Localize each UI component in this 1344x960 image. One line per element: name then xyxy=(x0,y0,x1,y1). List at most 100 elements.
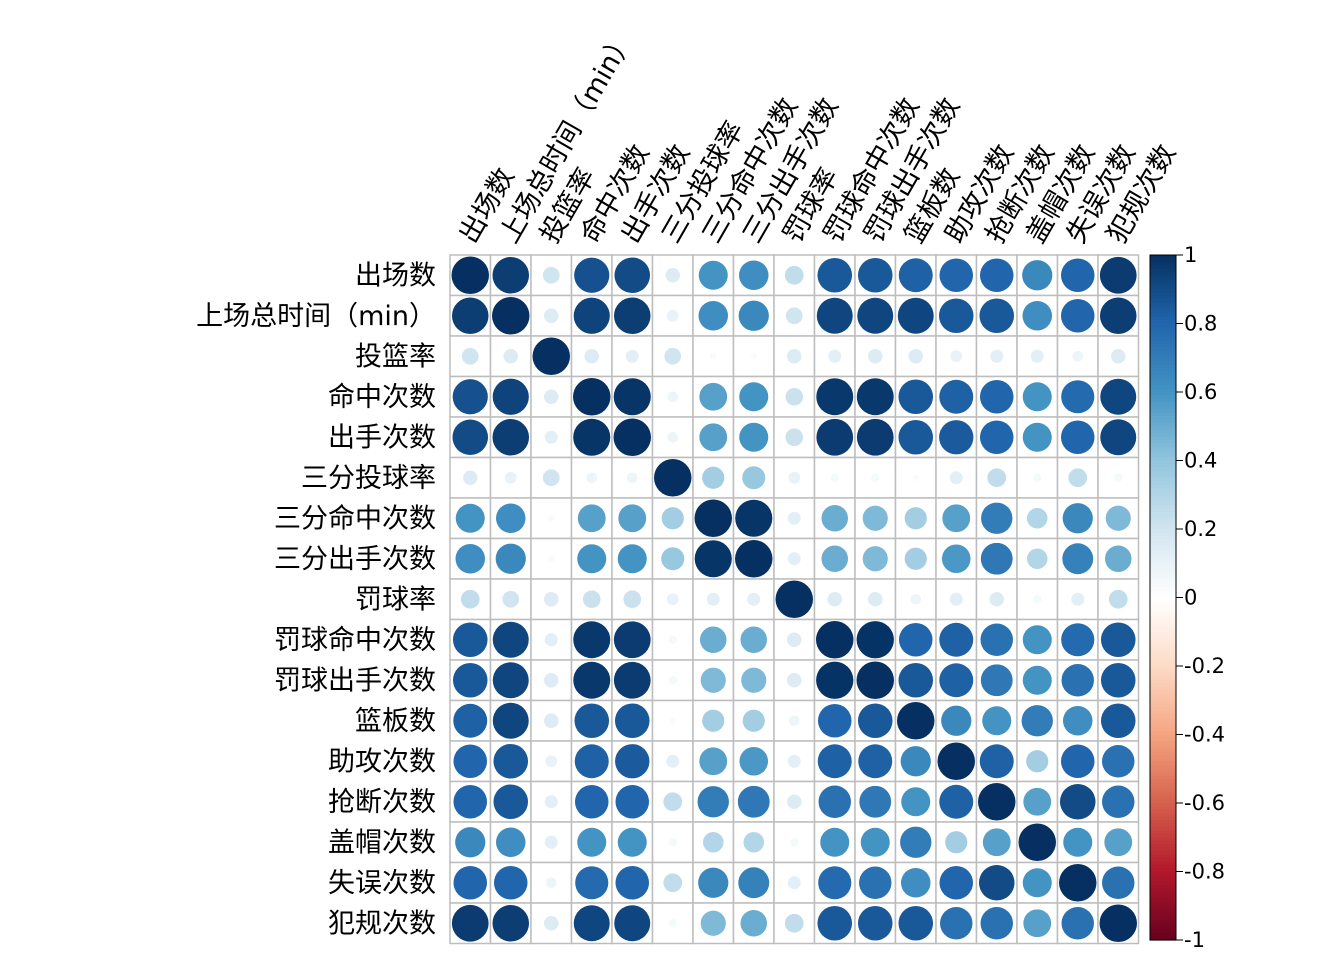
correlation-circle xyxy=(1033,473,1042,482)
correlation-circle xyxy=(856,621,894,659)
correlation-circle xyxy=(979,298,1015,334)
correlation-circle xyxy=(937,742,975,780)
correlation-circle xyxy=(502,590,520,608)
colorbar-segment xyxy=(1150,563,1176,568)
correlation-circle xyxy=(503,348,519,364)
colorbar-segment xyxy=(1150,686,1176,691)
colorbar-segment xyxy=(1150,662,1176,667)
row-label: 出场数 xyxy=(355,260,436,291)
correlation-circle xyxy=(1104,828,1133,857)
colorbar-segment xyxy=(1150,737,1176,742)
colorbar-segment xyxy=(1150,460,1176,465)
colorbar-segment xyxy=(1150,628,1176,633)
matrix-cell xyxy=(773,416,816,459)
colorbar-segment xyxy=(1150,823,1176,828)
row-label: 罚球出手次数 xyxy=(274,665,436,696)
colorbar-segment xyxy=(1150,707,1176,712)
correlation-circle xyxy=(786,794,802,810)
colorbar-segment xyxy=(1150,765,1176,770)
colorbar-segment xyxy=(1150,796,1176,801)
correlation-circle xyxy=(750,353,757,360)
correlation-circle xyxy=(1099,904,1137,942)
row-label: 助攻次数 xyxy=(328,746,436,777)
colorbar-segment xyxy=(1150,378,1176,383)
correlation-circle xyxy=(574,744,609,779)
colorbar-segment xyxy=(1150,436,1176,441)
colorbar-segment xyxy=(1150,306,1176,311)
correlation-circle xyxy=(492,702,529,739)
correlation-circle xyxy=(666,754,680,768)
colorbar-segment xyxy=(1150,888,1176,893)
correlation-circle xyxy=(667,431,679,443)
correlation-circle xyxy=(617,827,647,857)
correlation-circle xyxy=(613,378,651,416)
colorbar-segment xyxy=(1150,734,1176,739)
correlation-circle xyxy=(615,744,650,779)
colorbar-segment xyxy=(1150,409,1176,414)
correlation-circle xyxy=(817,257,853,293)
colorbar-segment xyxy=(1150,539,1176,544)
colorbar-segment xyxy=(1150,474,1176,479)
correlation-circle xyxy=(939,622,974,657)
colorbar-segment xyxy=(1150,433,1176,438)
correlation-circle xyxy=(900,867,931,898)
correlation-circle xyxy=(545,877,557,889)
correlation-circle xyxy=(738,867,770,899)
colorbar-segment xyxy=(1150,316,1176,321)
correlation-circle xyxy=(856,378,894,416)
correlation-circle xyxy=(857,703,893,739)
correlation-circle xyxy=(816,378,854,416)
colorbar-segment xyxy=(1150,487,1176,492)
correlation-circle xyxy=(939,379,974,414)
correlation-circle xyxy=(1060,420,1095,455)
colorbar-segment xyxy=(1150,669,1176,674)
correlation-circle xyxy=(1114,473,1123,482)
colorbar-segment xyxy=(1150,398,1176,403)
colorbar-segment xyxy=(1150,922,1176,927)
correlation-circle xyxy=(694,540,732,578)
colorbar-segment xyxy=(1150,368,1176,373)
correlation-circle xyxy=(495,503,526,534)
colorbar-segment xyxy=(1150,515,1176,520)
colorbar-segment xyxy=(1150,450,1176,455)
correlation-circle xyxy=(816,418,854,456)
row-label: 三分出手次数 xyxy=(274,544,436,575)
colorbar-segment xyxy=(1150,857,1176,862)
colorbar-segment xyxy=(1150,415,1176,420)
correlation-circle xyxy=(1062,705,1093,736)
correlation-circle xyxy=(493,784,529,820)
correlation-circle xyxy=(980,623,1013,656)
correlation-circle xyxy=(859,866,892,899)
colorbar-segment xyxy=(1150,258,1176,263)
correlation-circle xyxy=(775,580,813,618)
colorbar-segment xyxy=(1150,912,1176,917)
colorbar-segment xyxy=(1150,508,1176,513)
colorbar-segment xyxy=(1150,381,1176,386)
colorbar-segment xyxy=(1150,282,1176,287)
correlation-circle xyxy=(700,910,726,936)
correlation-circle xyxy=(455,827,486,858)
correlation-circle xyxy=(495,543,526,574)
colorbar-segment xyxy=(1150,371,1176,376)
correlation-circle xyxy=(898,258,933,293)
correlation-circle xyxy=(787,876,801,890)
colorbar-segment xyxy=(1150,255,1176,260)
correlation-circle xyxy=(666,593,679,606)
colorbar-segment xyxy=(1150,768,1176,773)
colorbar-segment xyxy=(1150,618,1176,623)
colorbar-tick-label: 0 xyxy=(1184,586,1197,610)
colorbar-segment xyxy=(1150,457,1176,462)
correlation-circle xyxy=(939,420,974,455)
colorbar-segment xyxy=(1150,364,1176,369)
colorbar-segment xyxy=(1150,498,1176,503)
colorbar-segment xyxy=(1150,494,1176,499)
colorbar-segment xyxy=(1150,587,1176,592)
colorbar-segment xyxy=(1150,840,1176,845)
correlation-circle xyxy=(492,378,529,415)
row-label: 罚球率 xyxy=(355,584,436,615)
correlation-circle xyxy=(542,469,560,487)
colorbar-segment xyxy=(1150,624,1176,629)
column-labels: 出场数上场总时间（min）投篮率命中次数出手次数三分投球率三分命中次数三分出手次… xyxy=(453,25,1182,248)
correlation-circle xyxy=(867,591,883,607)
